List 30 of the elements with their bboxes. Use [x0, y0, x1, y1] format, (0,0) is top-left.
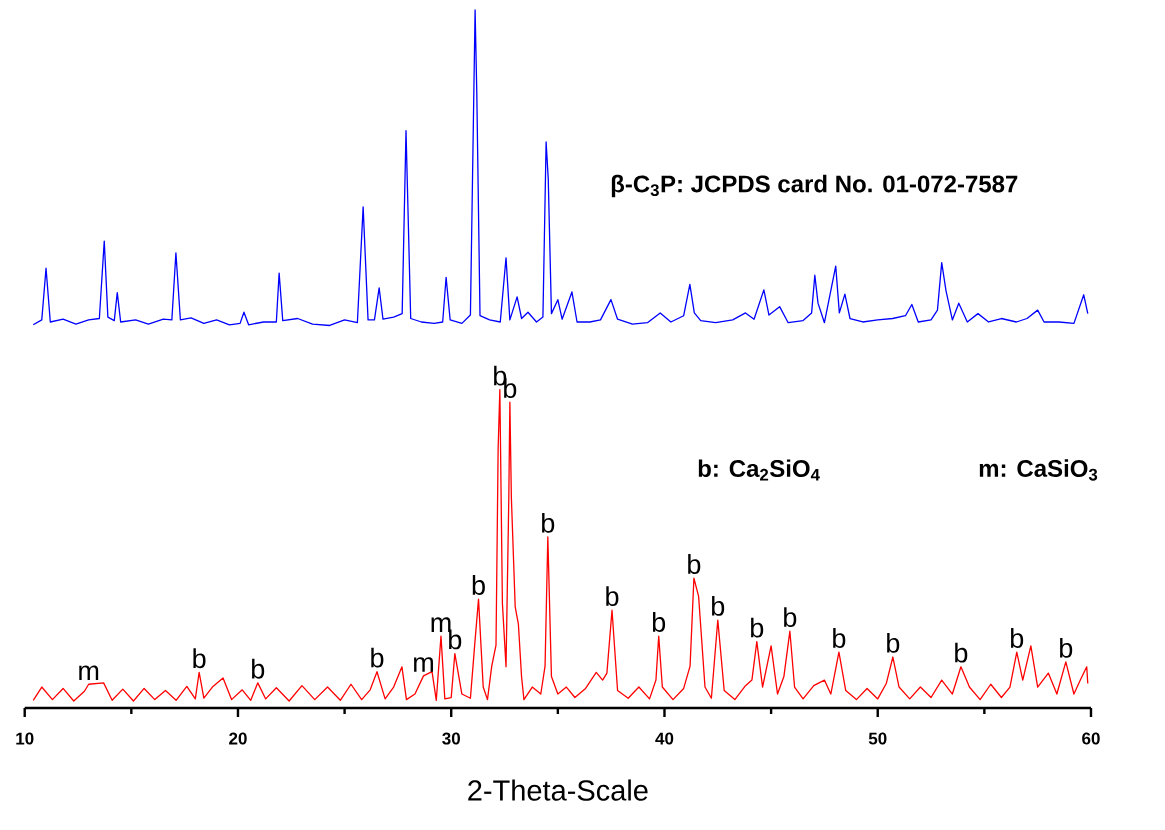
annotation: b	[887, 633, 900, 653]
annotation: b	[784, 607, 797, 628]
annotation: b	[193, 648, 206, 669]
annotation: b	[751, 617, 764, 638]
annotation: m	[79, 665, 99, 681]
annotation: b	[833, 628, 846, 648]
annotation: b	[1060, 637, 1073, 658]
annotation: b	[472, 575, 485, 595]
annotation: b: Ca$_{2}$SiO$_{4}$	[698, 459, 820, 481]
annotation: m	[414, 657, 433, 672]
x-tick-label: 10	[16, 732, 34, 745]
annotation: b	[449, 629, 462, 650]
annotation: m: CaSiO$_{3}$	[979, 459, 1098, 481]
annotation: b	[1011, 628, 1024, 648]
annotation: b	[688, 554, 701, 574]
x-tick-label: 40	[655, 732, 674, 745]
annotation: β-C$_{3}$P: JCPDS card No. 01-072-7587	[611, 174, 1018, 198]
annotation: b	[955, 642, 968, 663]
x-tick-label: 20	[229, 732, 247, 745]
annotation: m	[431, 617, 451, 632]
annotation: b	[542, 512, 555, 533]
annotation: b	[252, 658, 265, 679]
annotation: b	[371, 647, 384, 668]
x-tick-label: 60	[1082, 732, 1100, 745]
x-axis-title: 2-Theta-Scale	[468, 779, 648, 801]
x-tick-label: 30	[442, 732, 460, 745]
annotation: b	[606, 586, 619, 607]
annotation: b	[652, 612, 666, 632]
x-tick-label: 50	[868, 732, 887, 745]
annotation: b	[712, 596, 725, 616]
